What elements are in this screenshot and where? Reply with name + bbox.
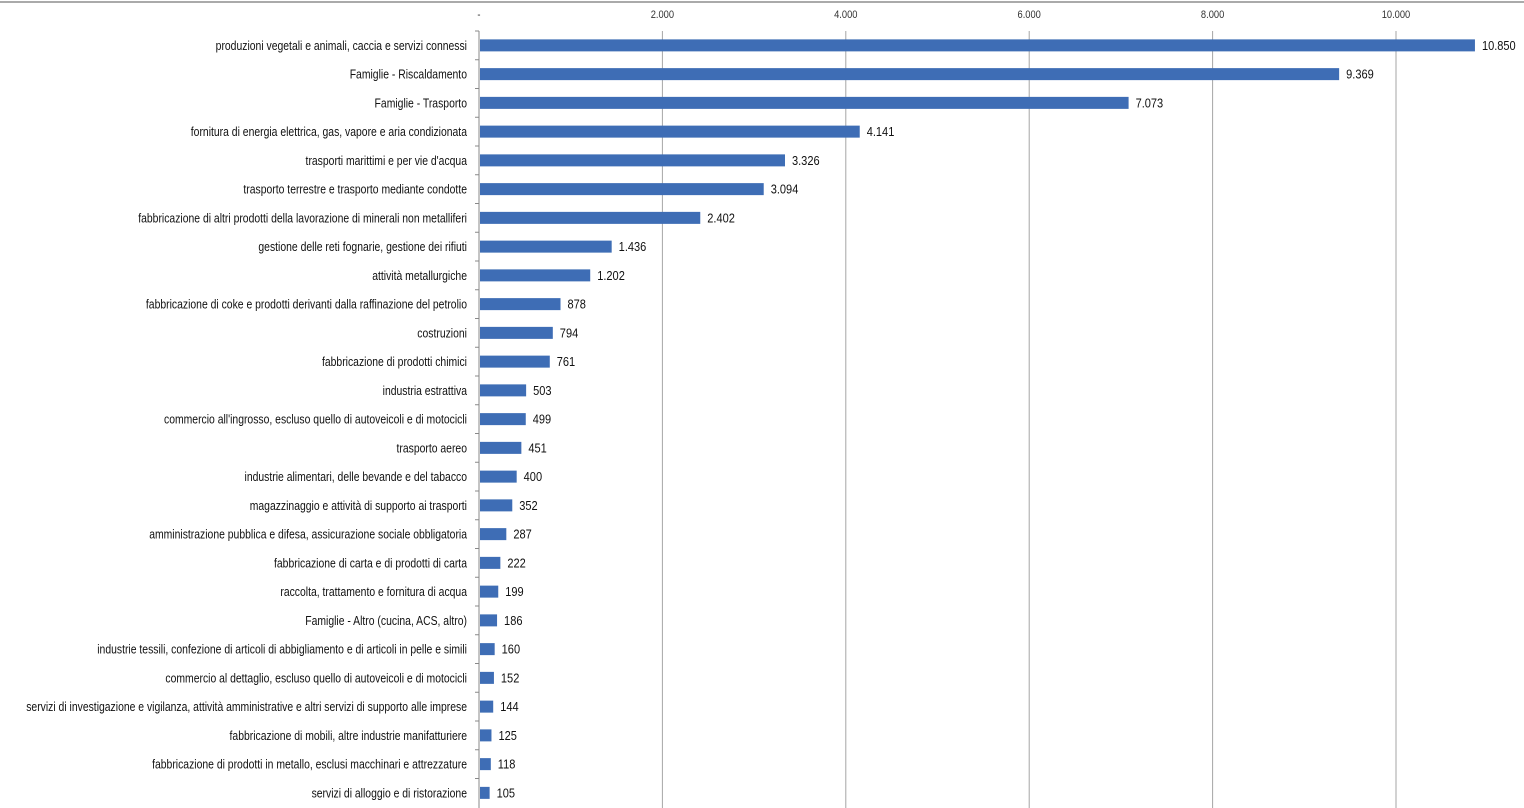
- bar: [480, 499, 513, 512]
- value-label: 152: [501, 671, 520, 686]
- bar: [480, 671, 494, 684]
- value-label: 1.202: [597, 268, 625, 283]
- value-label: 3.094: [771, 182, 799, 197]
- x-tick-label: 4.000: [834, 9, 858, 21]
- value-label: 186: [504, 613, 523, 628]
- category-label: fabbricazione di prodotti in metallo, es…: [152, 758, 467, 772]
- bar: [480, 39, 1475, 52]
- value-label: 499: [533, 412, 552, 427]
- value-label: 352: [519, 498, 538, 513]
- value-label: 451: [528, 441, 547, 456]
- category-label: servizi di investigazione e vigilanza, a…: [26, 700, 467, 714]
- category-label: costruzioni: [417, 326, 467, 340]
- bar: [480, 413, 526, 426]
- bar: [480, 614, 498, 627]
- bar: [480, 68, 1340, 81]
- category-label: trasporto aereo: [397, 441, 468, 455]
- category-label: fabbricazione di carta e di prodotti di …: [274, 556, 467, 570]
- bar: [480, 786, 490, 799]
- value-label: 118: [498, 757, 516, 772]
- category-label: trasporto terrestre e trasporto mediante…: [243, 183, 467, 197]
- bar: [480, 556, 501, 569]
- value-label: 199: [505, 584, 524, 599]
- bar: [480, 528, 507, 541]
- bar: [480, 240, 612, 253]
- bar: [480, 441, 522, 454]
- x-tick-label: -: [477, 9, 480, 21]
- bar: [480, 326, 553, 339]
- bar: [480, 125, 860, 138]
- value-label: 10.850: [1482, 38, 1516, 53]
- category-label: servizi di alloggio e di ristorazione: [312, 786, 468, 800]
- bar: [480, 211, 701, 224]
- value-label: 287: [513, 527, 532, 542]
- bar: [480, 470, 517, 483]
- category-label: fabbricazione di mobili, altre industrie…: [230, 729, 468, 743]
- category-label: attività metallurgiche: [372, 269, 467, 283]
- category-label: trasporti marittimi e per vie d'acqua: [306, 154, 468, 168]
- category-label: amministrazione pubblica e difesa, assic…: [149, 528, 467, 542]
- value-label: 222: [507, 556, 526, 571]
- category-label: fabbricazione di altri prodotti della la…: [138, 211, 467, 225]
- bar: [480, 154, 785, 167]
- bar: [480, 298, 561, 311]
- value-label: 9.369: [1346, 67, 1374, 82]
- value-label: 2.402: [707, 211, 735, 226]
- bar: [480, 643, 495, 656]
- x-tick-label: 10.000: [1382, 9, 1411, 21]
- category-label: Famiglie - Trasporto: [375, 96, 468, 110]
- value-label: 878: [568, 297, 587, 312]
- value-label: 3.326: [792, 153, 820, 168]
- category-label: fornitura di energia elettrica, gas, vap…: [191, 125, 468, 139]
- bar: [480, 585, 499, 598]
- category-label: raccolta, trattamento e fornitura di acq…: [280, 585, 467, 599]
- bar: [480, 758, 491, 771]
- x-tick-label: 6.000: [1018, 9, 1042, 21]
- bar: [480, 355, 550, 368]
- bar: [480, 700, 494, 713]
- value-label: 160: [502, 642, 521, 657]
- x-tick-label: 8.000: [1201, 9, 1225, 21]
- x-tick-label: 2.000: [651, 9, 675, 21]
- value-label: 144: [500, 699, 519, 714]
- value-label: 794: [560, 326, 579, 341]
- value-label: 400: [524, 469, 543, 484]
- category-label: fabbricazione di coke e prodotti derivan…: [146, 298, 467, 312]
- bar: [480, 96, 1129, 109]
- value-label: 125: [498, 728, 517, 743]
- value-label: 4.141: [867, 124, 895, 139]
- bar: [480, 269, 591, 282]
- category-label: produzioni vegetali e animali, caccia e …: [216, 39, 467, 53]
- bar: [480, 183, 764, 196]
- category-label: industrie tessili, confezione di articol…: [97, 643, 467, 657]
- bar: [480, 384, 527, 397]
- category-label: magazzinaggio e attività di supporto ai …: [250, 499, 467, 513]
- bar: [480, 729, 492, 742]
- category-label: Famiglie - Altro (cucina, ACS, altro): [305, 614, 467, 628]
- category-label: gestione delle reti fognarie, gestione d…: [258, 240, 467, 254]
- category-label: industrie alimentari, delle bevande e de…: [245, 470, 468, 484]
- category-label: Famiglie - Riscaldamento: [350, 68, 468, 82]
- value-label: 503: [533, 383, 552, 398]
- category-label: industria estrattiva: [383, 384, 468, 398]
- category-label: commercio al dettaglio, escluso quello d…: [165, 671, 467, 685]
- value-label: 761: [557, 354, 576, 369]
- category-label: fabbricazione di prodotti chimici: [322, 355, 467, 369]
- category-label: commercio all'ingrosso, escluso quello d…: [164, 413, 467, 427]
- value-label: 1.436: [619, 239, 647, 254]
- value-label: 7.073: [1136, 96, 1164, 111]
- value-label: 105: [497, 786, 516, 801]
